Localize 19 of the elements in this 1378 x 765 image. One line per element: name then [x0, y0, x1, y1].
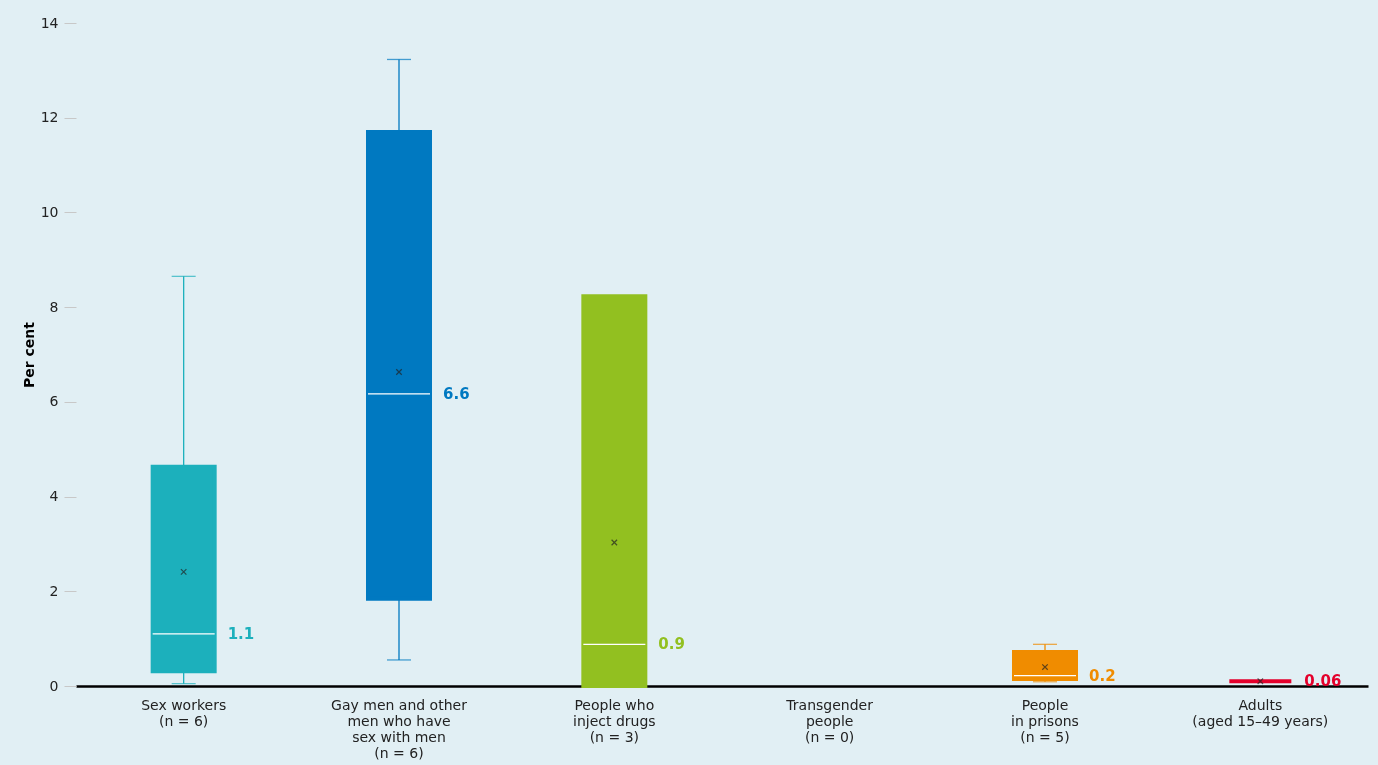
y-tick-label: 6	[49, 393, 59, 410]
x-tick-label: People who inject drugs (n = 3)	[573, 696, 656, 745]
y-axis-title: Per cent	[20, 321, 37, 388]
y-tick-label: 0	[49, 677, 59, 694]
text: 1.1	[227, 624, 255, 643]
x-tick-label: Gay men and other men who have sex with men (n = 6)	[331, 696, 468, 761]
x-tick-label: People in prisons (n = 5)	[1011, 696, 1079, 745]
x-tick-label: Adults (aged 15–49 years)	[1192, 696, 1329, 729]
y-tick-label: 2	[49, 582, 59, 599]
text: 0.2	[1089, 666, 1116, 685]
y-tick-label: 14	[40, 14, 59, 31]
text: 6.6	[443, 384, 470, 403]
y-tick-label: 12	[40, 109, 59, 126]
x-tick-label: Transgender people (n = 0)	[785, 696, 874, 745]
x-tick-label: Sex workers (n = 6)	[141, 696, 227, 729]
text: 0.9	[658, 635, 685, 654]
y-tick-label: 10	[40, 203, 59, 220]
y-tick-label: 4	[49, 488, 59, 505]
y-tick-label: 8	[49, 298, 59, 315]
